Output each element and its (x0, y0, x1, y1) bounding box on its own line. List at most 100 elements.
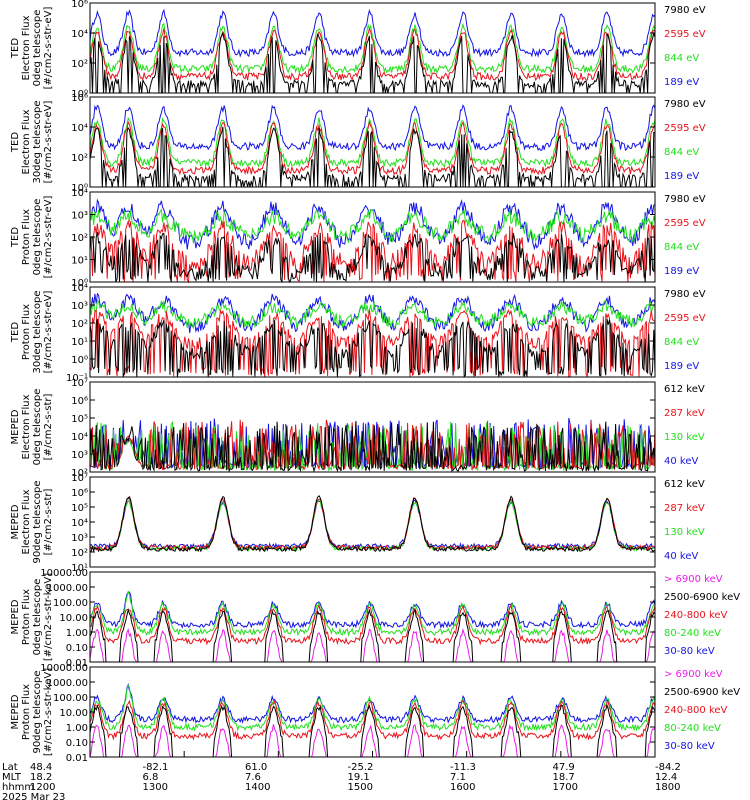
legend-entry: 612 keV (664, 384, 705, 395)
legend-entry: 130 keV (664, 432, 705, 443)
panel-7: 10000.00 1000.00 100.00 10.00 1.00 0.10 0.01 ME… (10, 568, 740, 669)
y-tick-label: 10⁴ (71, 518, 88, 529)
legend-entry: 7980 eV (664, 5, 706, 16)
x-axis-row-label: hhmm (2, 782, 34, 793)
y-tick-label: 10000.00 (40, 663, 88, 674)
panel-frame (89, 96, 656, 188)
y-axis-label: TEDElectron Flux0deg telescope[#/cm2-s-s… (10, 7, 54, 90)
y-tick-label: 10⁴ (71, 283, 88, 294)
y-tick-label: 10² (71, 153, 88, 164)
y-axis-label-line: Electron Flux (21, 394, 32, 459)
y-axis-label-line: MEPED (10, 694, 21, 729)
y-axis-label-line: Electron Flux (21, 489, 32, 554)
y-axis-label-line: Proton Flux (21, 589, 32, 645)
y-axis-label-line: [#/cm2-s-str] (43, 393, 54, 460)
legend-entry: 240-800 keV (664, 610, 728, 621)
legend-entry: 130 keV (664, 527, 705, 538)
y-axis-label-line: 90deg telescope (32, 670, 43, 753)
legend-entry: 2500-6900 keV (664, 687, 740, 698)
legend-entry: 189 eV (664, 171, 699, 182)
legend-entry: 2595 eV (664, 218, 706, 229)
y-tick-label: 10.00 (59, 708, 88, 719)
series-1-3 (89, 22, 656, 75)
x-tick-label: -84.2 (655, 762, 681, 773)
y-tick-label: 10¹ (71, 256, 88, 267)
series-6-1 (89, 494, 656, 553)
legend-entry: 30-80 keV (664, 741, 715, 752)
x-axis-row-label: MLT (2, 772, 22, 783)
y-axis-label-line: MEPED (10, 599, 21, 634)
series-8-2 (89, 703, 656, 758)
series-2-1 (89, 126, 655, 188)
y-axis-label-line: 90deg telescope (32, 480, 43, 563)
y-axis-label-line: [#/cm2-s-str-eV] (43, 101, 54, 184)
y-axis-label: TEDProton Flux0deg telescope[#/cm2-s-str… (10, 196, 54, 279)
y-tick-label: 10⁶ (71, 396, 88, 407)
y-axis-label-line: MEPED (10, 504, 21, 539)
legend-entry: 189 eV (664, 266, 699, 277)
y-axis-label-line: Proton Flux (21, 684, 32, 740)
series-4-1 (89, 318, 656, 378)
series-1-1 (89, 31, 656, 94)
x-tick-label: 18.7 (553, 772, 575, 783)
x-tick-label: 1200 (30, 782, 55, 793)
legend-entry: 80-240 keV (664, 723, 721, 734)
y-axis-label-line: [#/cm2-s-str-eV] (43, 196, 54, 279)
y-tick-label: 1000.00 (47, 678, 88, 689)
y-axis-label: TEDProton Flux30deg telescope[#/cm2-s-st… (10, 290, 54, 373)
x-tick-label: 48.4 (30, 762, 52, 773)
x-tick-label: 61.0 (245, 762, 267, 773)
y-tick-label: 10⁰ (71, 183, 88, 194)
legend-entry: 844 eV (664, 147, 699, 158)
y-tick-label: 0.10 (66, 738, 88, 749)
series-7-3 (89, 603, 656, 646)
legend-entry: 612 keV (664, 479, 705, 490)
series-1-2 (89, 27, 656, 82)
y-tick-label: 10⁴ (71, 123, 88, 134)
series-5-1 (89, 420, 656, 473)
series-2-4 (89, 104, 656, 152)
y-tick-label: 10⁻¹ (66, 373, 88, 384)
legend-entry: > 6900 keV (664, 574, 723, 585)
y-tick-label: 10³ (71, 450, 88, 461)
legend-entry: 2595 eV (664, 123, 706, 134)
series-3-1 (89, 231, 656, 284)
panel-frame (89, 2, 656, 94)
y-tick-label: 10² (71, 468, 88, 479)
y-tick-label: 1.00 (66, 628, 88, 639)
series-8-5 (89, 682, 656, 724)
legend-entry: 7980 eV (664, 289, 706, 300)
y-tick-label: 10⁴ (71, 29, 88, 40)
y-tick-label: 100.00 (53, 598, 88, 609)
series-6-2 (89, 496, 656, 552)
legend-entry: 2595 eV (664, 313, 706, 324)
y-axis-label-line: 0deg telescope (32, 579, 43, 656)
y-tick-label: 10³ (71, 301, 88, 312)
y-axis-label: MEPEDProton Flux90deg telescope[#/cm2-s-… (10, 668, 54, 756)
y-axis-label-line: MEPED (10, 409, 21, 444)
y-tick-label: 10⁶ (71, 93, 88, 104)
x-tick-label: 1700 (553, 782, 578, 793)
legend-entry: 2500-6900 keV (664, 592, 740, 603)
legend-entry: 287 keV (664, 503, 705, 514)
legend-entry: 189 eV (664, 361, 699, 372)
y-axis-label: MEPEDProton Flux0deg telescope[#/cm2-s-s… (10, 573, 54, 661)
y-tick-label: 10.00 (59, 613, 88, 624)
y-axis-label-line: Proton Flux (21, 304, 32, 360)
x-tick-label: 12.4 (655, 772, 677, 783)
y-axis-label-line: Proton Flux (21, 209, 32, 265)
panel-1: 10⁶ 10⁴ 10² 10⁰ TEDElectron Flux0deg telesco… (10, 0, 706, 100)
legend-entry: 7980 eV (664, 194, 706, 205)
x-tick-label: 6.8 (143, 772, 159, 783)
y-axis-label-line: Electron Flux (21, 109, 32, 174)
legend-entry: 7980 eV (664, 99, 706, 110)
y-axis-label-line: TED (10, 38, 21, 59)
y-tick-label: 10¹ (71, 337, 88, 348)
y-axis-label-line: 0deg telescope (32, 199, 43, 276)
series-6-4 (89, 499, 656, 550)
panel-8: 10000.00 1000.00 100.00 10.00 1.00 0.10 0.01 ME… (10, 663, 740, 764)
y-tick-label: 1000.00 (47, 583, 88, 594)
legend-entry: 40 keV (664, 551, 698, 562)
panel-2: 10⁶ 10⁴ 10² 10⁰ TEDElectron Flux30deg telesc… (10, 93, 706, 194)
